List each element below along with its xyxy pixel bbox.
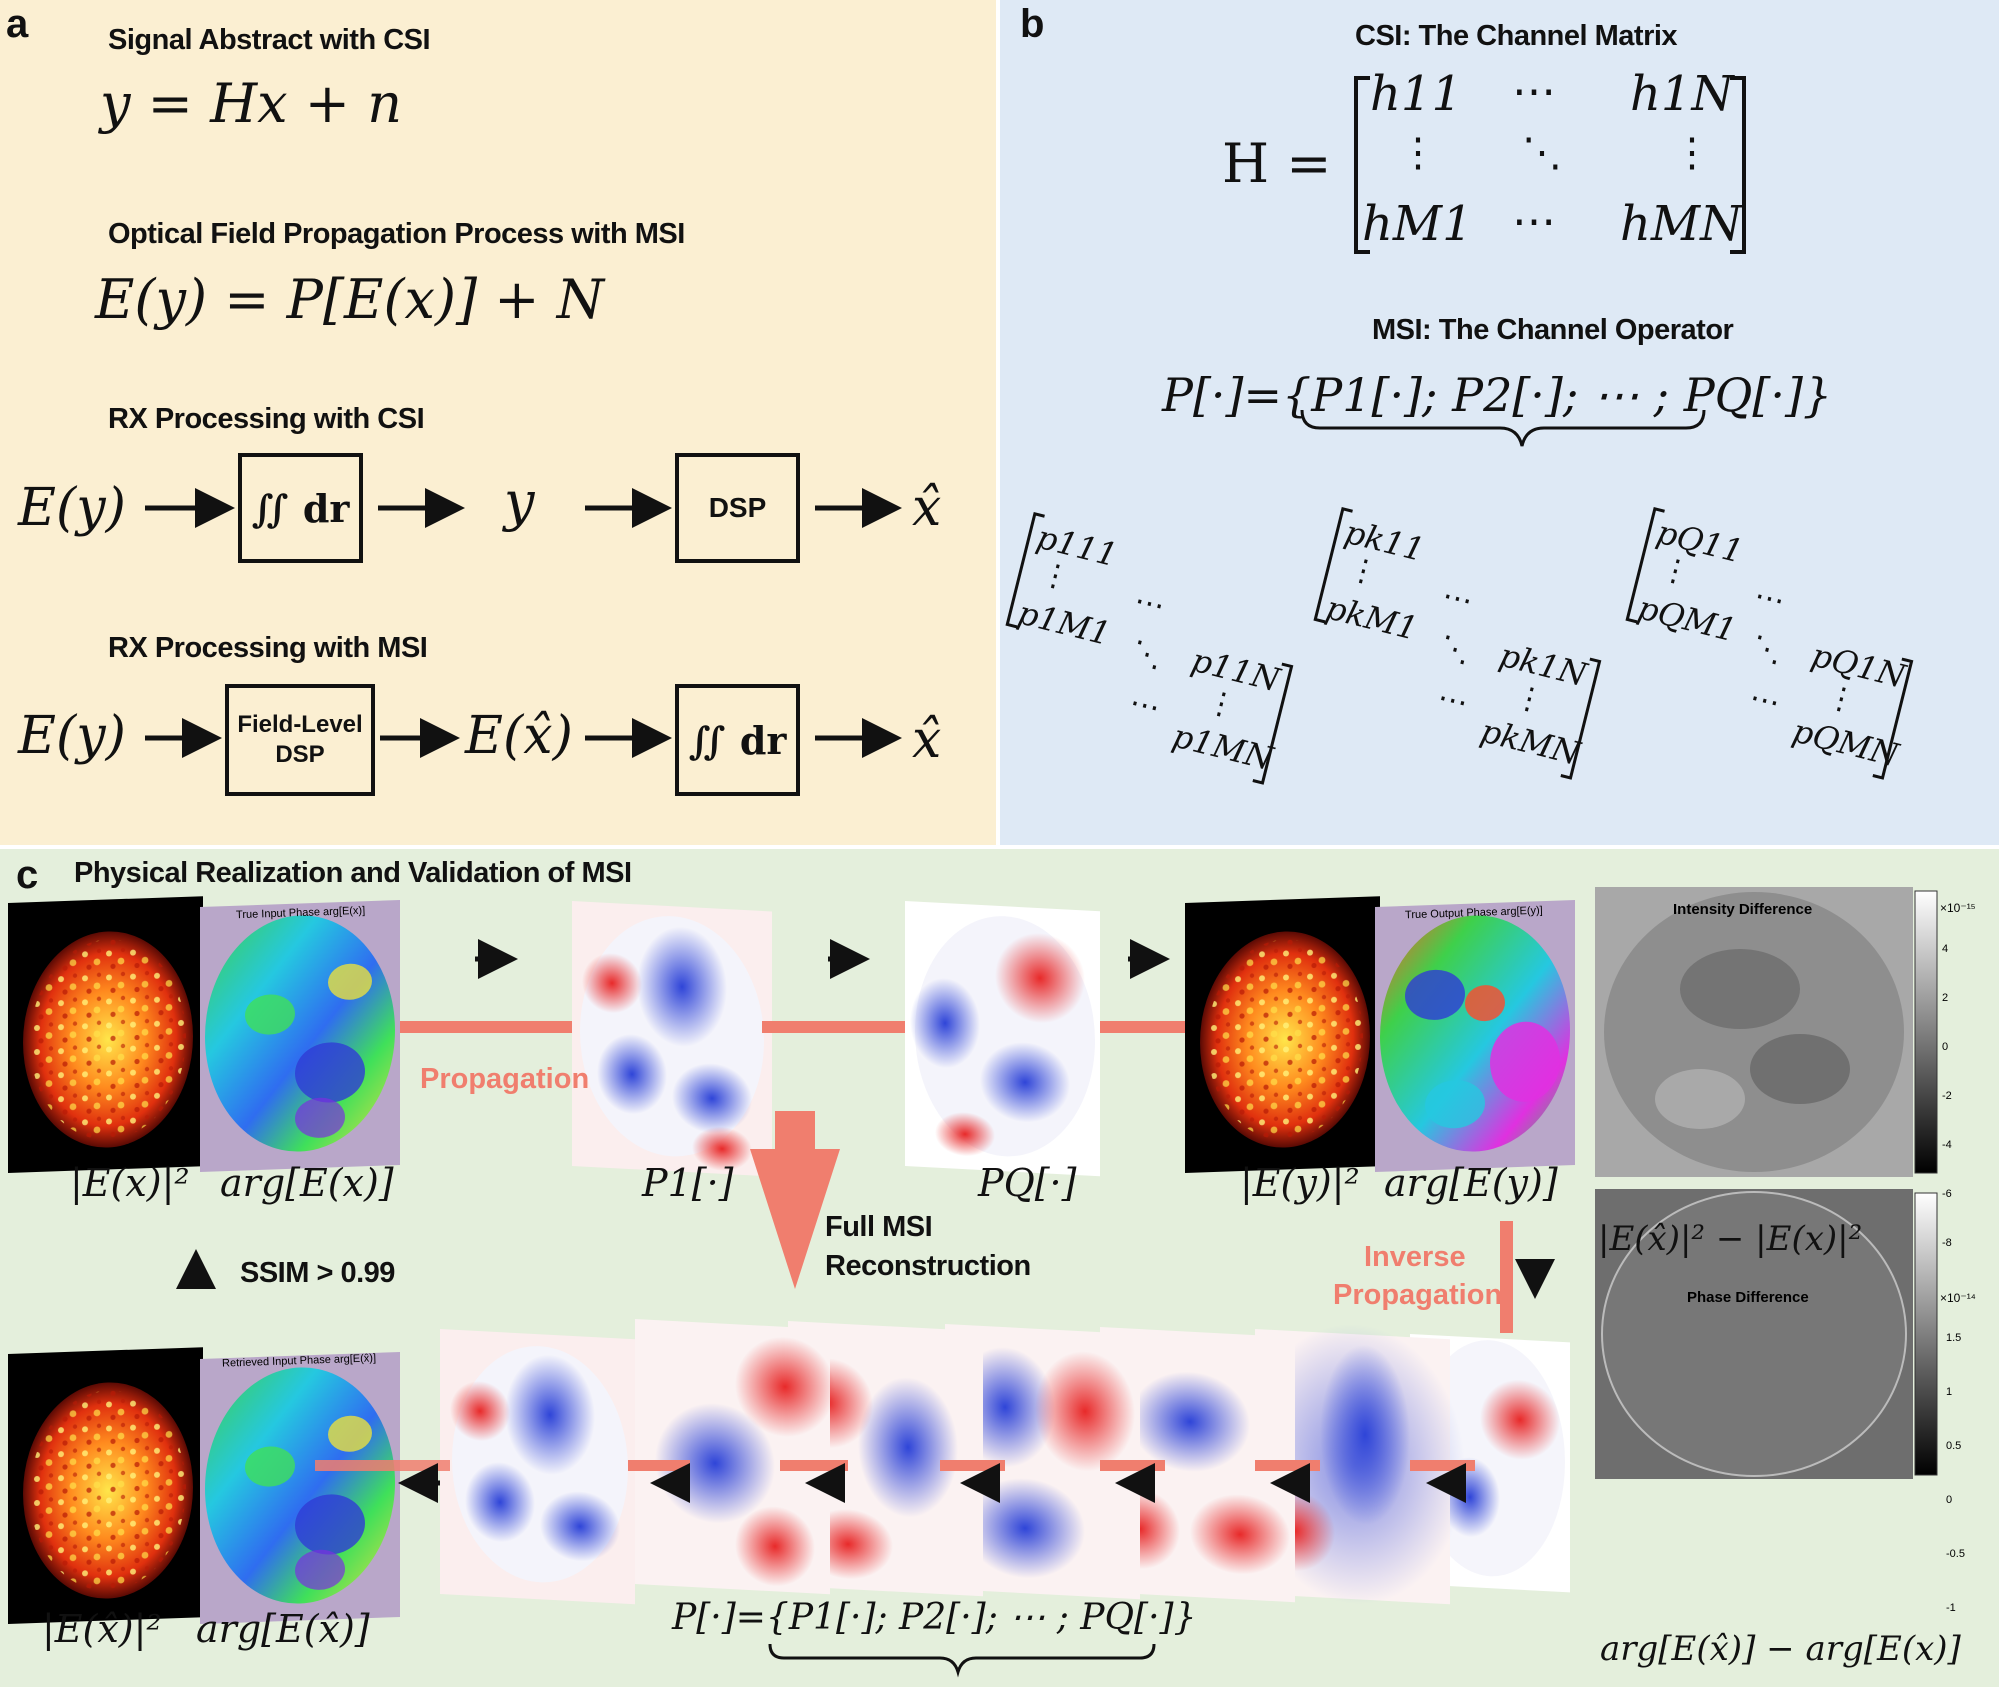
field-level-dsp-label: Field-Level DSP (237, 711, 363, 768)
true-output-phase-image (1375, 900, 1575, 1172)
matrix-vdots-left: ⋮ (1398, 130, 1438, 176)
label-input-intensity: |E(x)|² (70, 1161, 190, 1205)
operator-matrix-3: pQ11 ⋮ pQM1 ⋯ ⋱ pQ1N ⋯ ⋮ pQMN (1625, 507, 1940, 780)
label-p1: P1[·] (642, 1161, 734, 1205)
signal-abstract-heading: Signal Abstract with CSI (108, 24, 431, 56)
propagation-process-heading: Optical Field Propagation Process with M… (108, 218, 685, 250)
inverse-label-line2: Propagation (1333, 1279, 1503, 1311)
tick: 2 (1942, 992, 1949, 1004)
panel-b-label: b (1020, 2, 1045, 46)
tick: -2 (1942, 1090, 1952, 1102)
csi-integrator-box: ∬ dr (238, 453, 363, 563)
channel-matrix-heading: CSI: The Channel Matrix (1355, 20, 1678, 52)
panel-a-label: a (6, 2, 29, 46)
intensity-diff-label: |E(x̂)|² − |E(x)|² (1598, 1219, 1863, 1259)
panel-c: c Physical Realization and Validation of… (0, 849, 1999, 1687)
intensity-diff-scale: ×10⁻¹⁵ (1940, 901, 1976, 915)
retrieved-phase-image (200, 1352, 400, 1624)
matrix-h11: h11 (1370, 66, 1462, 122)
msi-mid-field: E(x̂) (465, 706, 573, 766)
reconstruction-plate-stack (440, 1319, 1570, 1605)
matrix-lhs: H = (1222, 132, 1332, 195)
tick: -1 (1946, 1602, 1956, 1614)
channel-operator-heading: MSI: The Channel Operator (1372, 314, 1734, 346)
intensity-difference-map (1595, 887, 1938, 1177)
csi-input-field: E(y) (18, 478, 126, 538)
matrix-hM1: hM1 (1362, 196, 1473, 252)
panel-c-heading: Physical Realization and Validation of M… (74, 857, 632, 889)
rx-csi-heading: RX Processing with CSI (108, 403, 425, 435)
full-msi-label-line2: Reconstruction (825, 1250, 1031, 1282)
matrix-hMN: hMN (1620, 196, 1743, 252)
tick: -4 (1942, 1139, 1952, 1151)
panel-a-arrows (145, 488, 902, 758)
retrieved-intensity-image (8, 1347, 203, 1624)
label-output-intensity: |E(y)|² (1240, 1161, 1360, 1205)
csi-output-symbol: x̂ (912, 478, 942, 538)
tick: 4 (1942, 943, 1949, 955)
panel-c-graphics (8, 887, 1938, 1678)
csi-mid-symbol: y (504, 470, 535, 533)
propagation-bar-2 (762, 1021, 937, 1033)
panel-a: a Signal Abstract with CSI y = Hx + n Op… (0, 0, 996, 845)
csi-equation: y = Hx + n (100, 72, 402, 135)
true-input-phase-image (200, 900, 400, 1172)
tick: 0 (1942, 1041, 1949, 1053)
tick: 0 (1946, 1494, 1953, 1506)
propagation-label: Propagation (420, 1063, 590, 1095)
inverse-label-line1: Inverse (1364, 1241, 1466, 1273)
label-operator-bottom: P[·]={P1[·]; P2[·]; ⋯ ; PQ[·]} (672, 1597, 1197, 1638)
propagation-bar-3 (1100, 1021, 1190, 1033)
msi-integrator-box: ∬ dr (675, 684, 800, 796)
tick: 1 (1946, 1386, 1953, 1398)
matrix-hdots-bottom: ⋯ (1512, 196, 1556, 247)
matrix-h1N: h1N (1630, 66, 1734, 122)
label-retrieved-phase: arg[E(x̂)] (196, 1607, 370, 1651)
tick: -6 (1942, 1188, 1952, 1200)
intensity-diff-title: Intensity Difference (1673, 901, 1813, 918)
csi-dsp-box: DSP (675, 453, 800, 563)
msi-equation: E(y) = P[E(x)] + N (95, 268, 604, 331)
ssim-label: SSIM > 0.99 (240, 1257, 395, 1289)
tick: -8 (1942, 1237, 1952, 1249)
operator-brace-bottom (768, 1643, 1156, 1678)
label-output-phase: arg[E(y)] (1384, 1161, 1558, 1205)
panel-b: b CSI: The Channel Matrix H = h11 ⋯ h1N … (1000, 0, 1999, 845)
pq-phase-plate (905, 900, 1100, 1177)
full-msi-down-arrow (750, 1111, 840, 1289)
tick: -0.5 (1946, 1548, 1965, 1560)
intensity-diff-ticks: 4 2 0 -2 -4 -6 -8 (1942, 925, 1952, 1268)
true-input-intensity-image (8, 896, 203, 1173)
tick: 1.5 (1946, 1332, 1962, 1344)
rx-msi-heading: RX Processing with MSI (108, 632, 428, 664)
label-pq: PQ[·] (978, 1161, 1077, 1205)
phase-diff-label: arg[E(x̂)] − arg[E(x)] (1600, 1629, 1961, 1669)
phase-diff-scale: ×10⁻¹⁴ (1940, 1291, 1976, 1305)
matrix-ddots: ⋱ (1522, 130, 1562, 176)
integral-symbol-2: ∬ dr (688, 717, 787, 763)
msi-input-field: E(y) (18, 706, 126, 766)
operator-matrix-1: p111 ⋮ p1M1 ⋯ ⋱ p11N ⋯ ⋮ p1MN (1005, 512, 1320, 785)
panel-c-label: c (16, 853, 39, 897)
operator-matrix-2: pk11 ⋮ pkM1 ⋯ ⋱ pk1N ⋯ ⋮ pkMN (1313, 507, 1628, 780)
p1-phase-plate (572, 901, 772, 1177)
matrix-vdots-right: ⋮ (1672, 130, 1712, 176)
field-level-dsp-box: Field-Level DSP (225, 684, 375, 796)
phase-difference-map (1595, 1189, 1938, 1479)
label-input-phase: arg[E(x)] (220, 1161, 394, 1205)
matrix-hdots-top: ⋯ (1512, 66, 1556, 117)
integral-symbol: ∬ dr (251, 485, 350, 531)
phase-diff-ticks: 1.5 1 0.5 0 -0.5 -1 (1946, 1311, 1965, 1635)
true-output-intensity-image (1185, 896, 1380, 1173)
phase-diff-title: Phase Difference (1687, 1289, 1809, 1306)
inverse-propagation-bar (1500, 1221, 1513, 1333)
dsp-label: DSP (708, 492, 767, 523)
tick: 0.5 (1946, 1440, 1962, 1452)
channel-matrix-brackets (1300, 76, 1746, 447)
full-msi-label-line1: Full MSI (825, 1211, 933, 1243)
label-retrieved-intensity: |E(x̂)|² (42, 1607, 162, 1651)
msi-output-symbol: x̂ (912, 710, 942, 770)
operator-equation: P[·]={P1[·]; P2[·]; ⋯ ; PQ[·]} (1162, 368, 1833, 422)
